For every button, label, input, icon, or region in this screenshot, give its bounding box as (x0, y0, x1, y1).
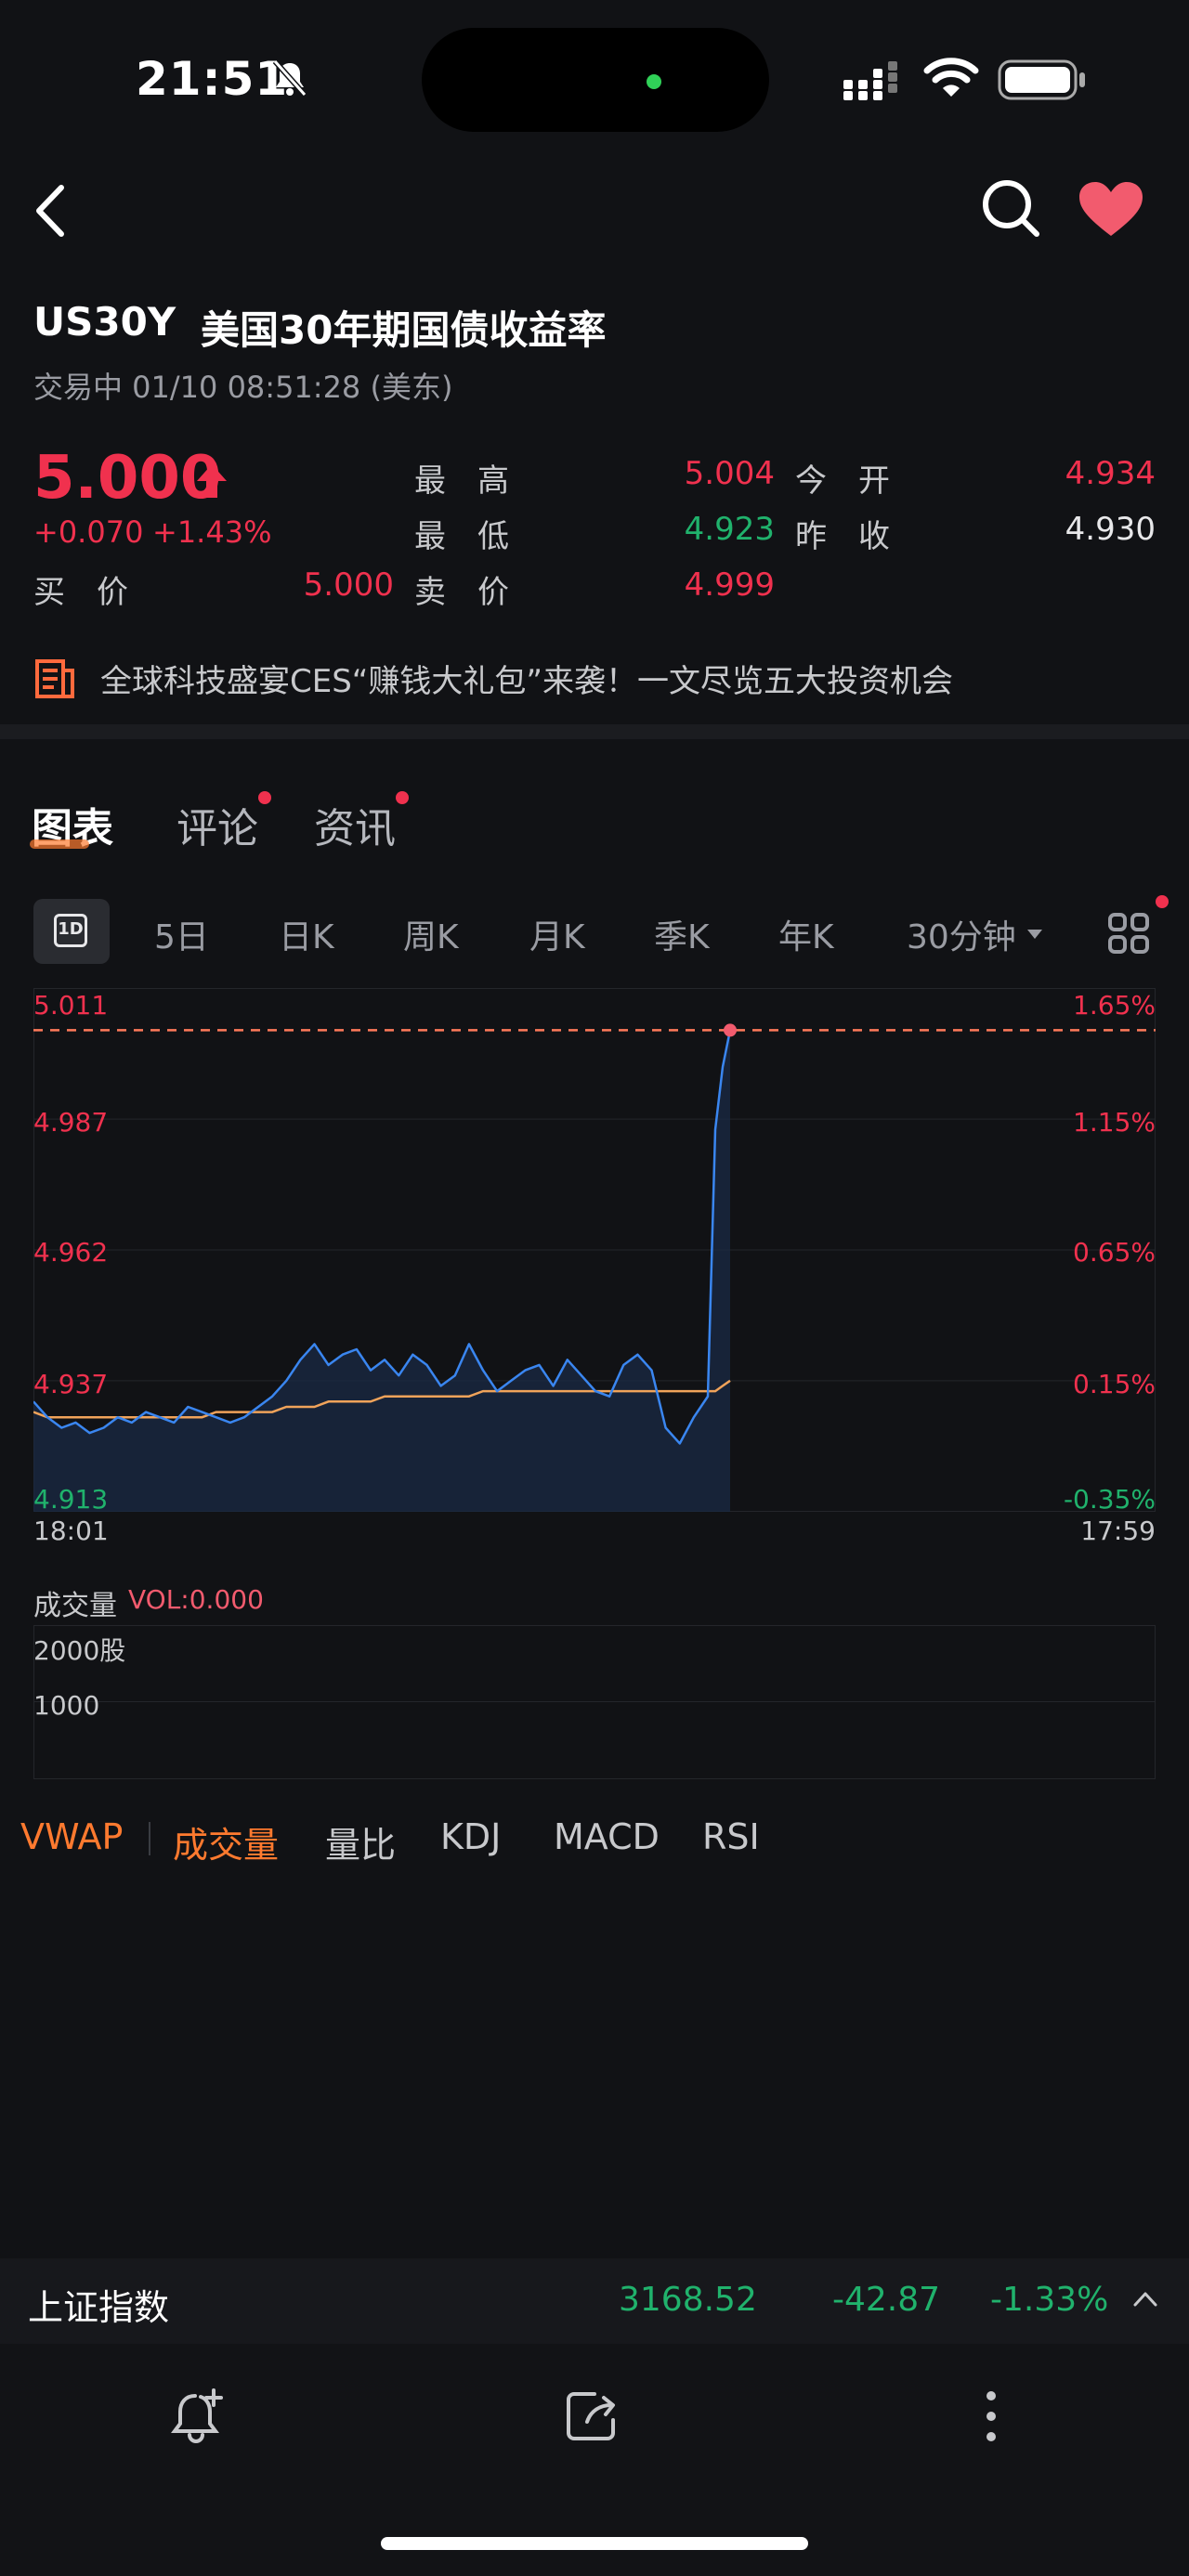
section-divider (0, 724, 1189, 739)
mute-icon (269, 58, 310, 102)
last-price-marker (724, 1023, 737, 1037)
y-axis-tick-left-4: 4.913 (33, 1484, 109, 1515)
low-label: 最 低 (414, 518, 509, 555)
period-1d-label: 1D (58, 919, 84, 939)
bid-value: 5.000 (303, 566, 394, 604)
period-week-k[interactable]: 周K (403, 918, 459, 956)
indicator-vwap[interactable]: VWAP (20, 1816, 124, 1857)
volume-gridline (33, 1701, 1156, 1702)
security-title: 美国30年期国债收益率 (201, 307, 607, 353)
security-code: US30Y (33, 299, 176, 345)
grid-menu-icon[interactable] (1107, 912, 1150, 958)
dynamic-island (422, 28, 769, 132)
indicator-volume[interactable]: 成交量 (173, 1825, 280, 1866)
period-30min[interactable]: 30分钟 (907, 918, 1016, 956)
period-month-k[interactable]: 月K (529, 918, 585, 956)
volume-tick-1: 1000 (33, 1690, 100, 1721)
tab-news[interactable]: 资讯 (314, 805, 396, 852)
more-options-icon[interactable] (977, 2387, 1005, 2450)
indicator-macd[interactable]: MACD (554, 1816, 660, 1857)
y-axis-tick-right-4: -0.35% (1063, 1484, 1156, 1515)
chevron-up-icon[interactable] (1131, 2288, 1159, 2312)
trade-status: 交易中 01/10 08:51:28 (美东) (33, 370, 453, 405)
bid-label: 买 价 (33, 574, 128, 611)
price-chart[interactable] (33, 988, 1156, 1512)
prev-close-value: 4.930 (1065, 511, 1156, 548)
volume-vol-text: VOL:0.000 (128, 1584, 264, 1615)
y-axis-tick-right-3: 0.15% (1073, 1369, 1156, 1399)
tab-comments-badge (258, 791, 271, 804)
tab-active-underline (30, 839, 89, 849)
current-price: 5.000 (33, 444, 222, 513)
add-alert-bell-icon[interactable] (169, 2387, 227, 2452)
open-value: 4.934 (1065, 455, 1156, 492)
ask-value: 4.999 (684, 566, 775, 604)
share-icon[interactable] (563, 2387, 622, 2450)
high-label: 最 高 (414, 462, 509, 500)
index-ticker-bar[interactable] (0, 2258, 1189, 2344)
indicator-divider (149, 1822, 150, 1855)
indicator-volume-ratio[interactable]: 量比 (325, 1825, 397, 1866)
index-value: 3168.52 (619, 2281, 757, 2319)
favorite-heart-icon[interactable] (1078, 180, 1144, 243)
average-price-line (33, 1379, 731, 1419)
open-label: 今 开 (795, 462, 890, 500)
period-1d-button[interactable]: 1D (33, 899, 110, 964)
index-name: 上证指数 (28, 2287, 170, 2328)
tab-news-badge (396, 791, 409, 804)
period-quarter-k[interactable]: 季K (654, 918, 710, 956)
index-change-pct: -1.33% (990, 2281, 1109, 2319)
low-value: 4.923 (684, 511, 775, 548)
high-value: 5.004 (684, 455, 775, 492)
price-line (33, 1030, 732, 1445)
camera-indicator-dot (647, 74, 661, 89)
period-day-k[interactable]: 日K (279, 918, 334, 956)
price-change: +0.070 (33, 514, 144, 550)
y-axis-tick-right-0: 1.65% (1073, 990, 1156, 1021)
home-indicator (381, 2537, 808, 2550)
indicator-kdj[interactable]: KDJ (440, 1816, 502, 1857)
news-headline[interactable]: 全球科技盛宴CES“赚钱大礼包”来袭！一文尽览五大投资机会 (100, 663, 954, 700)
y-axis-tick-left-1: 4.987 (33, 1107, 109, 1138)
y-axis-tick-right-2: 0.65% (1073, 1237, 1156, 1268)
price-area-fill (33, 1030, 730, 1512)
dropdown-caret-icon (1026, 927, 1044, 944)
price-change-pct: +1.43% (152, 514, 272, 550)
back-button[interactable] (28, 178, 84, 243)
battery-icon (998, 59, 1087, 104)
index-change: -42.87 (832, 2281, 941, 2319)
tab-comments[interactable]: 评论 (176, 805, 258, 852)
x-axis-end-time: 17:59 (1080, 1516, 1156, 1546)
x-axis-start-time: 18:01 (33, 1516, 109, 1546)
arrow-up-icon (195, 461, 229, 505)
period-5d[interactable]: 5日 (154, 918, 209, 956)
y-axis-tick-right-1: 1.15% (1073, 1107, 1156, 1138)
y-axis-tick-left-3: 4.937 (33, 1369, 109, 1399)
volume-tick-0: 2000股 (33, 1635, 126, 1666)
period-year-k[interactable]: 年K (778, 918, 834, 956)
grid-menu-badge (1156, 895, 1169, 908)
prev-close-label: 昨 收 (795, 518, 890, 555)
y-axis-tick-left-0: 5.011 (33, 990, 109, 1021)
ask-label: 卖 价 (414, 574, 509, 611)
indicator-rsi[interactable]: RSI (702, 1816, 760, 1857)
volume-label: 成交量 (33, 1590, 117, 1622)
news-document-icon (33, 657, 76, 704)
signal-icon (842, 61, 907, 104)
volume-panel (33, 1625, 1156, 1779)
wifi-icon (923, 56, 979, 102)
status-time: 21:51 (136, 52, 289, 106)
y-axis-tick-left-2: 4.962 (33, 1237, 109, 1268)
search-icon[interactable] (979, 176, 1044, 245)
